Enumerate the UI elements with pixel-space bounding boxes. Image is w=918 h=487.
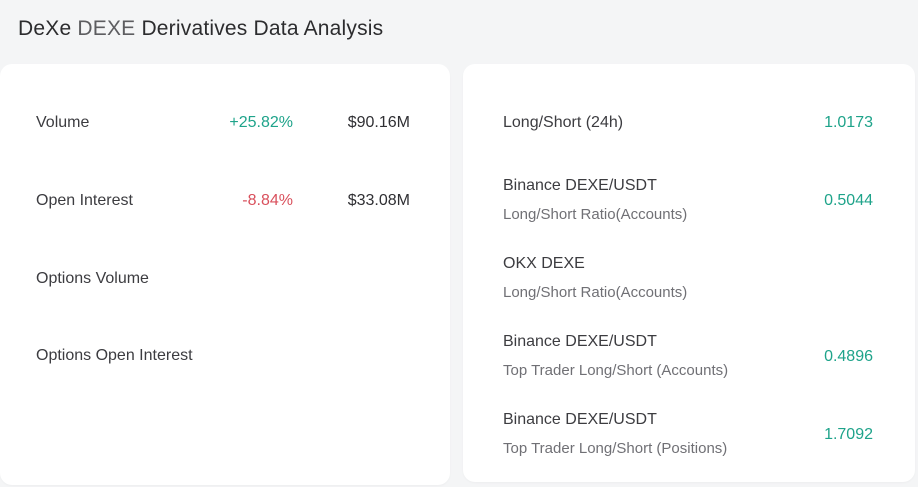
ratio-row-binance-top-trader-accounts: Binance DEXE/USDT Top Trader Long/Short … <box>503 331 873 382</box>
ratio-title: Binance DEXE/USDT <box>503 411 657 428</box>
stat-label: Open Interest <box>36 192 133 209</box>
volume-stats-card: Volume +25.82% $90.16M Open Interest -8.… <box>0 64 450 485</box>
stat-row-options-volume: Options Volume <box>36 268 410 290</box>
stat-change-percent: -8.84% <box>242 192 293 209</box>
stat-label: Options Open Interest <box>36 347 193 364</box>
ratio-subtitle: Top Trader Long/Short (Positions) <box>503 440 728 457</box>
ratio-title: Binance DEXE/USDT <box>503 333 657 350</box>
page-title-symbol: DEXE <box>77 17 136 40</box>
stat-row-open-interest: Open Interest -8.84% $33.08M <box>36 190 410 212</box>
ratio-title: Binance DEXE/USDT <box>503 177 657 194</box>
page-title-rest: Derivatives Data Analysis <box>141 17 384 40</box>
stat-label: Volume <box>36 114 90 131</box>
stat-value: $90.16M <box>347 114 410 131</box>
ratio-value: 1.7092 <box>824 425 873 443</box>
ratio-row-okx-ls-accounts: OKX DEXE Long/Short Ratio(Accounts) <box>503 253 873 304</box>
ratio-subtitle: Long/Short Ratio(Accounts) <box>503 284 688 301</box>
page-title: DeXe DEXE Derivatives Data Analysis <box>18 17 383 41</box>
ratio-title: Long/Short (24h) <box>503 114 624 131</box>
ratio-title: OKX DEXE <box>503 255 585 272</box>
ratio-subtitle: Long/Short Ratio(Accounts) <box>503 206 688 223</box>
stat-change-percent: +25.82% <box>229 114 293 131</box>
stat-row-volume: Volume +25.82% $90.16M <box>36 112 410 134</box>
stat-value: $33.08M <box>347 192 410 209</box>
stat-row-options-open-interest: Options Open Interest <box>36 345 410 367</box>
ratio-value: 0.5044 <box>824 191 873 209</box>
ratio-row-binance-ls-accounts: Binance DEXE/USDT Long/Short Ratio(Accou… <box>503 175 873 226</box>
page-title-coin: DeXe <box>18 17 72 40</box>
ratio-row-long-short-24h: Long/Short (24h) 1.0173 <box>503 112 873 134</box>
long-short-ratio-card: Long/Short (24h) 1.0173 Binance DEXE/USD… <box>463 64 915 482</box>
stat-label: Options Volume <box>36 270 149 287</box>
ratio-subtitle: Top Trader Long/Short (Accounts) <box>503 362 729 379</box>
ratio-value: 1.0173 <box>824 114 873 131</box>
ratio-value: 0.4896 <box>824 347 873 365</box>
ratio-row-binance-top-trader-positions: Binance DEXE/USDT Top Trader Long/Short … <box>503 409 873 460</box>
